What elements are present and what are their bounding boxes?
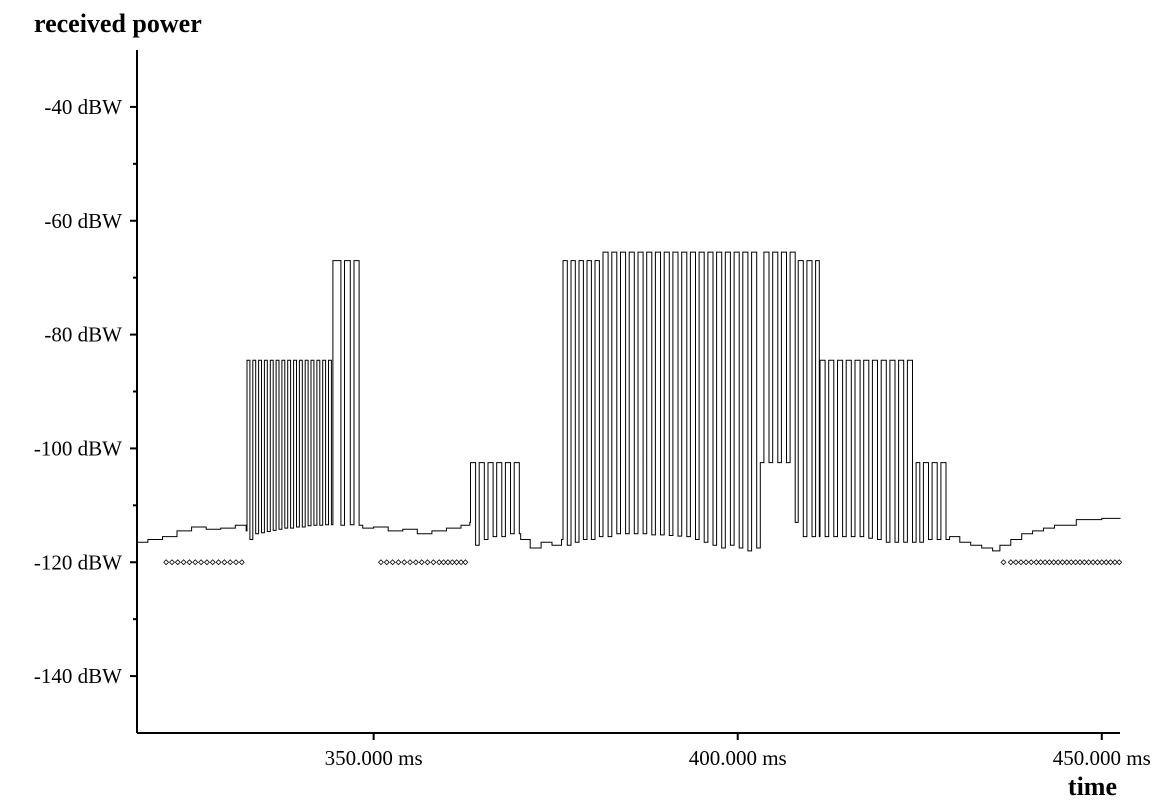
y-tick-label: -140 dBW [34, 664, 122, 688]
threshold-marker [430, 559, 437, 566]
x-axis-title: time [1068, 772, 1117, 801]
threshold-marker [186, 559, 193, 566]
threshold-marker [462, 559, 469, 566]
threshold-marker [1018, 559, 1024, 566]
x-axis-ticks: 350.000 ms 400.000 ms 450.000 ms [325, 733, 1151, 770]
threshold-marker [1023, 559, 1030, 566]
threshold-marker [163, 559, 170, 566]
threshold-marker [412, 559, 419, 566]
threshold-marker [174, 559, 181, 566]
y-axis-ticks: -40 dBW -60 dBW -80 dBW -100 dBW -120 dBW -14… [34, 95, 137, 688]
threshold-marker [1007, 559, 1014, 566]
threshold-marker [203, 559, 210, 566]
y-axis-title: received power [34, 9, 202, 38]
x-tick-label: 350.000 ms [325, 746, 423, 770]
threshold-marker [180, 559, 187, 566]
threshold-marker [383, 559, 390, 566]
threshold-marker [1012, 559, 1019, 566]
threshold-marker [192, 559, 199, 566]
threshold-marker [418, 559, 425, 566]
threshold-marker [233, 559, 239, 566]
y-tick-label: -120 dBW [34, 550, 122, 574]
threshold-marker [1116, 559, 1123, 566]
x-tick-label: 400.000 ms [689, 746, 787, 770]
y-tick-label: -100 dBW [34, 436, 122, 460]
threshold-marker [209, 559, 216, 566]
threshold-marker [401, 559, 408, 566]
threshold-marker [407, 559, 414, 566]
threshold-marker [215, 559, 222, 566]
threshold-marker [198, 559, 205, 566]
y-tick-label: -80 dBW [44, 323, 122, 347]
threshold-marker [221, 559, 228, 566]
threshold-marker [238, 559, 245, 566]
threshold-marker [389, 559, 396, 566]
threshold-marker [1028, 559, 1035, 566]
threshold-marker [168, 559, 175, 566]
plot-area [137, 251, 1123, 566]
received-power-trace [137, 251, 1121, 552]
threshold-marker [395, 559, 402, 566]
x-tick-label: 450.000 ms [1053, 746, 1151, 770]
y-tick-label: -40 dBW [44, 95, 122, 119]
threshold-marker [227, 559, 234, 566]
threshold-marker [1000, 559, 1007, 566]
threshold-marker [377, 559, 384, 566]
threshold-marker [424, 559, 431, 566]
y-tick-label: -60 dBW [44, 209, 122, 233]
